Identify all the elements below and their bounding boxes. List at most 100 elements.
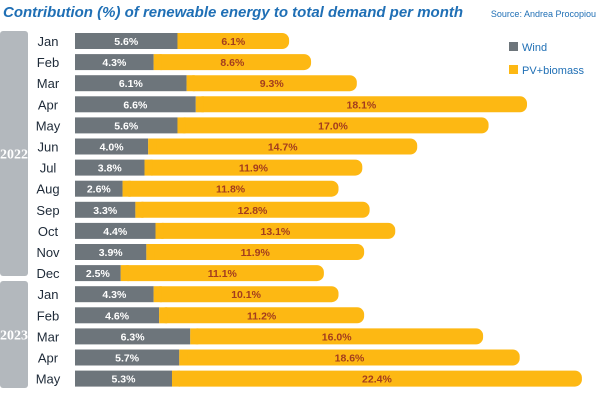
month-label-2022-Oct: Oct	[38, 224, 59, 239]
bar-pv-join-2022-Dec	[120, 265, 129, 282]
month-label-2022-May: May	[36, 118, 61, 133]
bar-wind-2022-Nov	[75, 244, 147, 260]
label-wind-2022-Jul: 3.8%	[98, 163, 123, 175]
month-label-2023-May: May	[36, 372, 61, 387]
bar-wind-2022-Apr	[75, 96, 196, 113]
bar-wind-2023-May	[75, 370, 172, 387]
bar-pv-2022-Jul	[144, 159, 363, 176]
bar-pv-2022-May	[177, 117, 489, 134]
month-label-2022-Apr: Apr	[38, 97, 59, 112]
bar-pv-join-2023-Apr	[179, 349, 188, 366]
bar-wind-2023-Jan	[75, 286, 154, 303]
bar-pv-join-2022-Jan	[177, 33, 186, 49]
label-pv-2022-Dec: 11.1%	[208, 268, 238, 280]
month-label-2022-Mar: Mar	[37, 76, 60, 91]
bar-pv-2022-Mar	[186, 75, 357, 92]
year-label-2023: 2023	[0, 329, 28, 344]
bar-pv-join-2022-Mar	[186, 75, 195, 92]
month-label-2023-Mar: Mar	[37, 329, 60, 344]
bar-pv-2022-Apr	[195, 96, 528, 113]
legend-label-wind: Wind	[522, 42, 547, 54]
bar-pv-join-2022-Jul	[144, 159, 153, 176]
legend-swatch-pv	[509, 65, 518, 74]
month-label-2023-Jan: Jan	[38, 287, 59, 302]
bar-pv-join-2022-May	[177, 117, 186, 134]
bar-pv-2022-Aug	[122, 180, 339, 197]
legend-swatch-wind	[509, 42, 518, 51]
bar-wind-2022-Sep	[75, 201, 136, 218]
bar-wind-2022-Oct	[75, 222, 156, 239]
bar-pv-2022-Nov	[146, 244, 365, 260]
bar-pv-2022-Oct	[155, 222, 396, 239]
label-pv-2023-Apr: 18.6%	[335, 353, 365, 365]
bar-pv-2023-Mar	[190, 328, 484, 345]
label-wind-2023-Jan: 4.3%	[102, 289, 127, 301]
bar-wind-2022-Jan	[75, 33, 178, 49]
bar-pv-2022-Jun	[148, 138, 418, 155]
label-wind-2022-May: 5.6%	[114, 120, 139, 132]
bar-pv-2023-Jan	[153, 286, 339, 303]
label-pv-2022-Sep: 12.8%	[238, 205, 268, 217]
month-label-2022-Feb: Feb	[37, 55, 59, 70]
label-pv-2022-Feb: 8.6%	[220, 57, 245, 69]
label-wind-2022-Aug: 2.6%	[87, 184, 112, 196]
label-wind-2022-Jan: 5.6%	[114, 36, 139, 48]
label-pv-2023-May: 22.4%	[362, 374, 392, 386]
label-pv-2023-Jan: 10.1%	[231, 289, 261, 301]
label-wind-2022-Mar: 6.1%	[119, 78, 144, 90]
label-wind-2022-Dec: 2.5%	[86, 268, 111, 280]
bar-pv-join-2023-May	[171, 370, 180, 387]
label-wind-2022-Jun: 4.0%	[100, 142, 125, 154]
bar-wind-2023-Apr	[75, 349, 180, 366]
label-pv-2022-Oct: 13.1%	[260, 226, 290, 238]
bar-pv-join-2023-Feb	[159, 307, 168, 324]
month-label-2022-Nov: Nov	[36, 245, 60, 260]
bar-pv-join-2022-Oct	[155, 222, 164, 239]
bar-pv-2022-Jan	[177, 33, 290, 49]
year-band-2023	[0, 281, 28, 388]
bar-pv-join-2022-Nov	[146, 244, 155, 260]
label-pv-2022-Apr: 18.1%	[347, 99, 377, 111]
bar-wind-2022-Feb	[75, 54, 154, 71]
month-label-2023-Apr: Apr	[38, 351, 59, 366]
bar-wind-2022-Dec	[75, 265, 121, 282]
month-label-2022-Aug: Aug	[36, 182, 59, 197]
month-label-2023-Feb: Feb	[37, 308, 59, 323]
label-pv-2023-Feb: 11.2%	[247, 310, 277, 322]
label-pv-2022-Jan: 6.1%	[221, 36, 246, 48]
month-label-2022-Sep: Sep	[36, 203, 59, 218]
label-wind-2023-Apr: 5.7%	[115, 353, 140, 365]
label-wind-2023-Feb: 4.6%	[105, 310, 130, 322]
month-label-2022-Jan: Jan	[38, 34, 59, 49]
label-wind-2022-Feb: 4.3%	[102, 57, 127, 69]
label-pv-2022-May: 17.0%	[318, 120, 348, 132]
label-pv-2022-Jul: 11.9%	[239, 163, 269, 175]
bar-wind-2023-Mar	[75, 328, 191, 345]
month-label-2022-Jun: Jun	[38, 140, 59, 155]
bar-pv-2022-Sep	[135, 201, 370, 218]
bar-wind-2022-Mar	[75, 75, 187, 92]
label-pv-2022-Aug: 11.8%	[216, 184, 246, 196]
bar-wind-2022-May	[75, 117, 178, 134]
bar-pv-join-2023-Mar	[190, 328, 199, 345]
label-wind-2022-Nov: 3.9%	[99, 247, 124, 259]
bar-wind-2022-Jul	[75, 159, 145, 176]
label-wind-2022-Oct: 4.4%	[103, 226, 128, 238]
bar-wind-2022-Aug	[75, 180, 123, 197]
label-wind-2022-Apr: 6.6%	[123, 99, 148, 111]
bar-pv-join-2023-Jan	[153, 286, 162, 303]
bar-pv-2022-Dec	[120, 265, 324, 282]
label-wind-2023-May: 5.3%	[112, 374, 137, 386]
label-pv-2022-Jun: 14.7%	[268, 142, 298, 154]
bar-wind-2022-Jun	[75, 138, 149, 155]
bar-pv-join-2022-Apr	[195, 96, 204, 113]
bar-pv-join-2022-Sep	[135, 201, 144, 218]
label-pv-2022-Nov: 11.9%	[241, 247, 271, 259]
bar-pv-2023-Apr	[179, 349, 520, 366]
label-pv-2023-Mar: 16.0%	[322, 331, 352, 343]
month-label-2022-Dec: Dec	[36, 266, 60, 281]
bar-pv-2022-Feb	[153, 54, 312, 71]
bar-pv-join-2022-Jun	[148, 138, 157, 155]
chart-source: Source: Andrea Procopiou	[490, 9, 596, 19]
